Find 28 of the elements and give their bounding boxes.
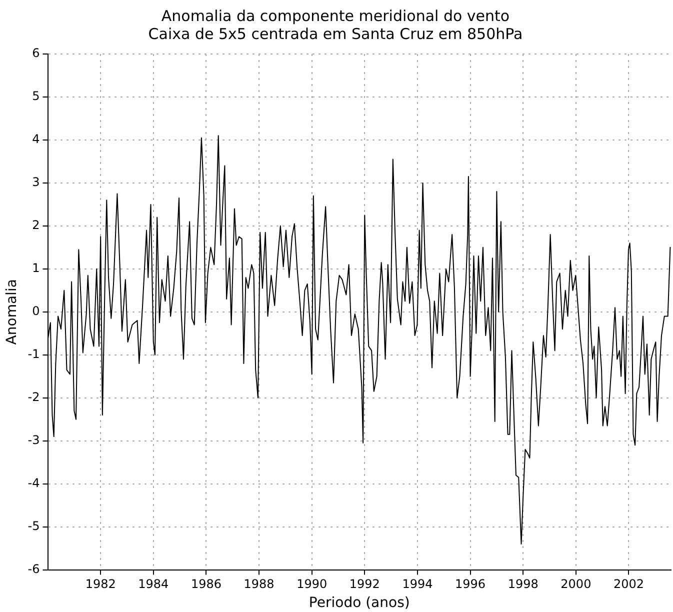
x-axis-title: Periodo (anos) — [308, 595, 410, 612]
x-tick-label: 1990 — [296, 577, 328, 592]
y-tick-label: -3 — [28, 432, 40, 447]
y-tick-label: 1 — [32, 261, 40, 276]
x-tick-label: 2002 — [613, 577, 644, 592]
y-tick-label: 0 — [32, 304, 40, 318]
y-tick-label: 2 — [32, 218, 40, 232]
chart-subtitle: Caixa de 5x5 centrada em Santa Cruz em 850hPa — [148, 24, 523, 43]
y-axis-title: Anomalia — [4, 279, 20, 345]
y-tick-label: -1 — [28, 347, 40, 362]
x-tick-label: 1992 — [349, 577, 380, 592]
x-tick-label: 1986 — [190, 577, 222, 592]
y-tick-label: 4 — [32, 132, 40, 146]
y-tick-label: -6 — [28, 562, 40, 576]
x-tick-label: 1984 — [138, 577, 169, 592]
y-tick-label: -2 — [28, 390, 40, 404]
y-tick-label: 5 — [32, 89, 40, 104]
x-tick-label: 1988 — [244, 577, 274, 592]
x-tick-label: 1998 — [508, 577, 538, 592]
x-tick-label: 2000 — [560, 577, 592, 592]
y-tick-label: 6 — [32, 46, 40, 60]
chart-title: Anomalia da componente meridional do vento — [161, 6, 510, 25]
x-tick-label: 1994 — [402, 577, 433, 592]
y-tick-label: -4 — [28, 476, 40, 490]
x-tick-label: 1996 — [455, 577, 486, 592]
x-tick-label: 1982 — [85, 577, 116, 592]
y-tick-label: 3 — [32, 175, 40, 190]
y-tick-label: -5 — [28, 518, 40, 533]
